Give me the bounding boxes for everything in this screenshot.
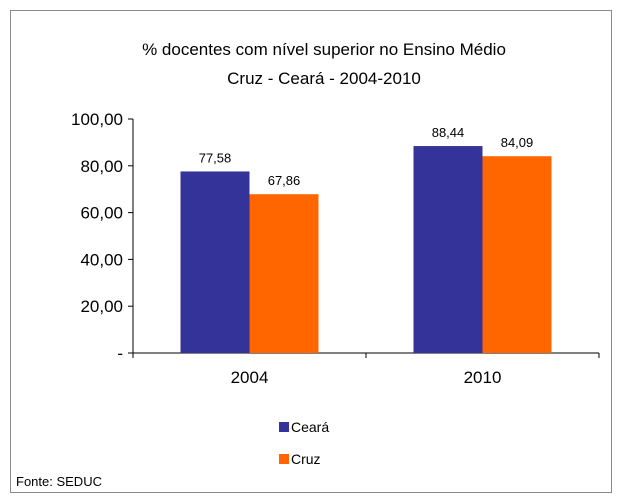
- axes: - 20,00 40,00 60,00 80,00 100,00 2004 2010: [71, 110, 600, 387]
- x-tick-label: 2010: [464, 368, 502, 387]
- y-tick-label: 20,00: [80, 297, 123, 316]
- legend-label: Cruz: [291, 451, 321, 467]
- legend: Ceará Cruz: [279, 419, 329, 467]
- source-note: Fonte: SEDUC: [16, 474, 102, 489]
- legend-swatch: [279, 422, 289, 432]
- y-tick-label: 80,00: [80, 157, 123, 176]
- chart-frame: % docentes com nível superior no Ensino …: [10, 10, 612, 493]
- bar-cear--2010: [413, 146, 483, 353]
- bar-chart: % docentes com nível superior no Ensino …: [16, 40, 600, 489]
- x-tick-label: 2004: [231, 368, 269, 387]
- y-tick-label: 100,00: [71, 110, 123, 129]
- y-tick-label: -: [117, 344, 123, 363]
- chart-title: % docentes com nível superior no Ensino …: [142, 40, 506, 59]
- legend-label: Ceará: [291, 419, 329, 435]
- data-label: 84,09: [501, 135, 534, 150]
- legend-swatch: [279, 454, 289, 464]
- bars: 77,58 67,86 88,44 84,09: [180, 125, 552, 353]
- bar-cruz-2010: [482, 156, 552, 353]
- chart-subtitle: Cruz - Ceará - 2004-2010: [227, 69, 421, 88]
- data-label: 88,44: [432, 125, 465, 140]
- bar-cear--2004: [180, 171, 250, 353]
- y-tick-label: 60,00: [80, 204, 123, 223]
- data-label: 67,86: [268, 173, 301, 188]
- data-label: 77,58: [199, 150, 232, 165]
- bar-cruz-2004: [249, 194, 319, 353]
- y-tick-label: 40,00: [80, 250, 123, 269]
